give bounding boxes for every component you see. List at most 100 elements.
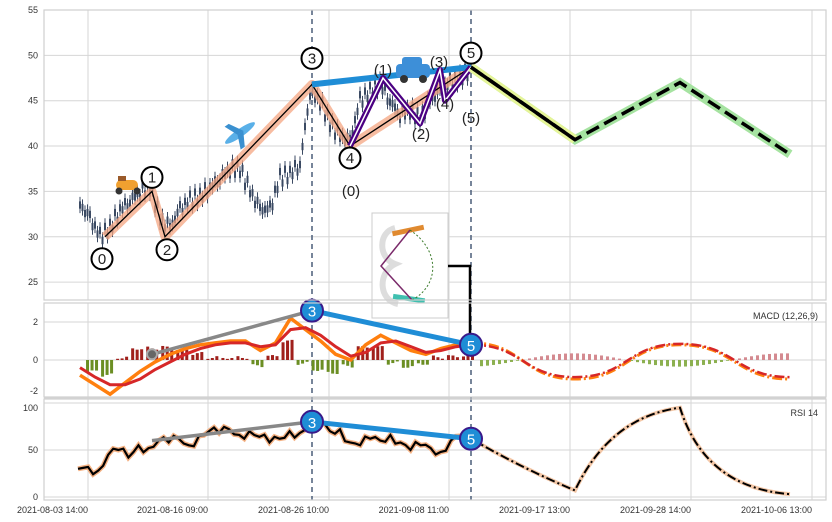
macd-histogram-bar	[395, 360, 399, 362]
track-line	[380, 229, 413, 301]
candle-body	[246, 175, 249, 184]
candle-body	[291, 171, 294, 180]
rsi-line	[77, 418, 472, 476]
macd-projected-histogram-bar	[690, 360, 693, 367]
candle-body	[369, 82, 371, 90]
macd-histogram-bar	[191, 354, 195, 360]
macd-histogram-bar	[316, 360, 320, 371]
macd-projected-histogram-bar	[558, 353, 561, 360]
candle-body	[134, 193, 136, 201]
macd-projected-histogram-bar	[510, 360, 513, 362]
macd-projected-histogram-bar	[750, 356, 753, 360]
macd-projected-histogram-bar	[786, 353, 789, 360]
macd-histogram-bar	[346, 360, 350, 366]
candle-body	[261, 207, 264, 215]
macd-histogram-bar	[140, 349, 144, 360]
macd-histogram-bar	[455, 357, 459, 360]
macd-projected-histogram-bar	[720, 360, 723, 362]
macd-histogram-bar	[251, 360, 255, 365]
x-tick-label: 2021-08-16 09:00	[137, 505, 208, 515]
projection-dashed-line	[469, 65, 791, 156]
candle-body	[386, 97, 389, 105]
wave-label: 1	[148, 169, 156, 186]
macd-projected-histogram-bar	[588, 354, 591, 360]
macd-projected-histogram-bar	[540, 356, 543, 360]
rsi-projection-line	[470, 406, 791, 496]
candle-body	[404, 112, 406, 120]
macd-histogram-bar	[176, 350, 180, 360]
macd-histogram-bar	[221, 357, 225, 360]
macd-histogram-bar	[331, 360, 335, 374]
macd-histogram-bar	[290, 339, 294, 360]
macd-projected-histogram-bar	[600, 355, 603, 360]
macd-histogram-bar	[376, 346, 380, 360]
candle-body	[189, 190, 191, 198]
macd-histogram-bar	[446, 355, 450, 360]
candle-body	[296, 168, 299, 176]
macd-projected-histogram-bar	[534, 357, 537, 360]
macd-projected-histogram-bar	[612, 357, 615, 360]
macd-projected-histogram-bar	[648, 360, 651, 365]
macd-panel-frame	[43, 302, 827, 398]
macd-projected-histogram-bar	[480, 360, 483, 367]
macd-histogram-bar	[225, 358, 229, 360]
chart-marks: 0 1 2 3 4 5 (0) (1) (2) (3) (4) (5) 3 5 3 5	[77, 10, 793, 500]
candle-body	[409, 112, 411, 120]
macd-start-point	[146, 348, 158, 361]
indicator-wave-label: 3	[308, 415, 316, 432]
coaster-car	[391, 224, 425, 237]
price-y-tick: 25	[28, 277, 38, 287]
macd-histogram-bar	[245, 358, 249, 360]
macd-histogram-bar	[416, 360, 420, 364]
wheel	[419, 75, 427, 83]
macd-histogram-bar	[466, 355, 470, 360]
wave-label-circle	[459, 41, 483, 65]
macd-histogram-bar	[131, 348, 135, 360]
wave-label: 3	[308, 50, 316, 67]
macd-histogram-bar	[386, 360, 390, 365]
candle-body	[309, 92, 311, 100]
candle-body	[329, 124, 331, 133]
macd-projected-histogram-bar	[774, 353, 777, 360]
indicator-wave-label: 5	[467, 338, 475, 355]
price-y-tick: 55	[28, 5, 38, 15]
macd-histogram-bar	[410, 360, 414, 367]
macd-y-tick: 2	[33, 317, 38, 327]
x-tick-label: 2021-08-03 14:00	[17, 505, 88, 515]
candle-body	[141, 181, 144, 189]
candle-body	[281, 179, 284, 187]
macd-histogram-bar	[90, 360, 94, 371]
price-y-tick: 50	[28, 50, 38, 60]
candle-body	[351, 129, 354, 138]
candle-body	[239, 170, 241, 179]
wave-line	[104, 66, 472, 239]
macd-projected-histogram-bar	[594, 354, 597, 360]
wing	[224, 123, 244, 135]
macd-histogram-bar	[95, 360, 99, 371]
track	[379, 225, 403, 307]
candle-body	[121, 206, 124, 214]
wave-label-circle	[90, 247, 114, 271]
price-panel-frame	[43, 9, 827, 301]
macd-projected-histogram-bar	[672, 360, 675, 367]
macd-projected-histogram-bar	[654, 360, 657, 366]
wave-label-circle	[338, 146, 362, 170]
macd-histogram-bar	[135, 349, 139, 360]
candle-body	[271, 202, 274, 211]
macd-histogram-bar	[311, 360, 315, 371]
macd-projected-histogram-bar	[660, 360, 663, 366]
macd-projected-histogram-bar	[498, 360, 501, 365]
macd-projected-histogram-bar	[546, 355, 549, 360]
candle-body	[89, 210, 91, 219]
wave-label: 0	[98, 251, 106, 268]
airplane-icon	[224, 122, 255, 150]
candle-body	[94, 221, 96, 229]
rsi-y-tick: 50	[28, 445, 38, 455]
candle-body	[251, 189, 254, 197]
signal-projection-line	[470, 342, 791, 379]
candle-body	[399, 115, 401, 124]
macd-histogram-bar	[350, 360, 354, 368]
candle-body	[114, 208, 116, 217]
macd-histogram-bar	[116, 358, 120, 360]
macd-histogram-bar	[341, 360, 345, 365]
